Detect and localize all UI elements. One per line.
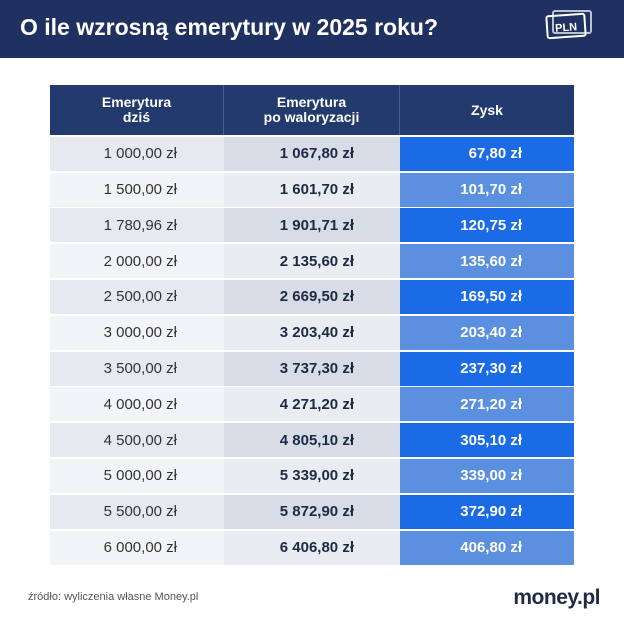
table-row: 1 780,96 zł 1 901,71 zł 120,75 zł xyxy=(50,208,574,243)
table-cell: 1 000,00 zł xyxy=(50,136,224,171)
table-cell: 3 203,40 zł xyxy=(224,315,400,350)
table-row: 2 000,00 zł 2 135,60 zł 135,60 zł xyxy=(50,244,574,279)
table-cell: 372,90 zł xyxy=(400,494,574,529)
table-cell: 4 000,00 zł xyxy=(50,387,224,422)
table-cell: 4 271,20 zł xyxy=(224,387,400,422)
table-cell: 5 000,00 zł xyxy=(50,458,224,493)
logo: money.pl xyxy=(513,586,600,609)
table-cell: 1 500,00 zł xyxy=(50,172,224,207)
table-header: Emerytura dziś Emerytura po waloryzacji Zysk xyxy=(50,85,574,135)
table-cell: 2 500,00 zł xyxy=(50,279,224,314)
source-note: źródło: wyliczenia własne Money.pl xyxy=(28,591,199,603)
table-cell: 5 339,00 zł xyxy=(224,458,400,493)
table-cell: 1 601,70 zł xyxy=(224,172,400,207)
table-row: 1 500,00 zł 1 601,70 zł 101,70 zł xyxy=(50,172,574,207)
table-cell: 5 872,90 zł xyxy=(224,494,400,529)
table-cell: 305,10 zł xyxy=(400,423,574,458)
table-row: 4 000,00 zł 4 271,20 zł 271,20 zł xyxy=(50,387,574,422)
table-row: 4 500,00 zł 4 805,10 zł 305,10 zł xyxy=(50,423,574,458)
table-cell: 6 406,80 zł xyxy=(224,530,400,565)
table-cell: 4 805,10 zł xyxy=(224,423,400,458)
table-row: 1 000,00 zł 1 067,80 zł 67,80 zł xyxy=(50,136,574,171)
table-cell: 120,75 zł xyxy=(400,208,574,243)
table-cell: 1 901,71 zł xyxy=(224,208,400,243)
table-cell: 237,30 zł xyxy=(400,351,574,386)
table: Emerytura dziś Emerytura po waloryzacji Zysk… xyxy=(50,85,574,565)
table-cell: 1 780,96 zł xyxy=(50,208,224,243)
header-line: po waloryzacji xyxy=(263,109,360,125)
header-line: Zysk xyxy=(471,101,503,118)
table-row: 2 500,00 zł 2 669,50 zł 169,50 zł xyxy=(50,279,574,314)
table-row: 3 000,00 zł 3 203,40 zł 203,40 zł xyxy=(50,315,574,350)
column-header: Emerytura po waloryzacji xyxy=(224,85,400,135)
table-cell: 5 500,00 zł xyxy=(50,494,224,529)
header-bar: O ile wzrosną emerytury w 2025 roku? PLN xyxy=(0,0,624,58)
table-cell: 2 000,00 zł xyxy=(50,244,224,279)
table-cell: 203,40 zł xyxy=(400,315,574,350)
table-cell: 3 000,00 zł xyxy=(50,315,224,350)
table-cell: 169,50 zł xyxy=(400,279,574,314)
table-cell: 67,80 zł xyxy=(400,136,574,171)
table-cell: 1 067,80 zł xyxy=(224,136,400,171)
table-cell: 135,60 zł xyxy=(400,244,574,279)
table-cell: 3 737,30 zł xyxy=(224,351,400,386)
table-row: 5 000,00 zł 5 339,00 zł 339,00 zł xyxy=(50,458,574,493)
header-line: Emerytura xyxy=(276,94,347,110)
title: O ile wzrosną emerytury w 2025 roku? xyxy=(20,14,438,40)
table-cell: 101,70 zł xyxy=(400,172,574,207)
table-cell: 271,20 zł xyxy=(400,387,574,422)
header-line: dziś xyxy=(122,109,151,125)
column-header: Emerytura dziś xyxy=(50,85,224,135)
column-header: Zysk xyxy=(400,85,574,135)
header-line: Emerytura xyxy=(101,94,172,110)
table-row: 5 500,00 zł 5 872,90 zł 372,90 zł xyxy=(50,494,574,529)
table-cell: 4 500,00 zł xyxy=(50,423,224,458)
currency-icon: PLN xyxy=(545,12,587,40)
table-cell: 406,80 zł xyxy=(400,530,574,565)
table-cell: 2 135,60 zł xyxy=(224,244,400,279)
table-row: 3 500,00 zł 3 737,30 zł 237,30 zł xyxy=(50,351,574,386)
table-cell: 2 669,50 zł xyxy=(224,279,400,314)
table-row: 6 000,00 zł 6 406,80 zł 406,80 zł xyxy=(50,530,574,565)
table-cell: 339,00 zł xyxy=(400,458,574,493)
icon-outline xyxy=(552,10,592,34)
table-cell: 6 000,00 zł xyxy=(50,530,224,565)
table-cell: 3 500,00 zł xyxy=(50,351,224,386)
